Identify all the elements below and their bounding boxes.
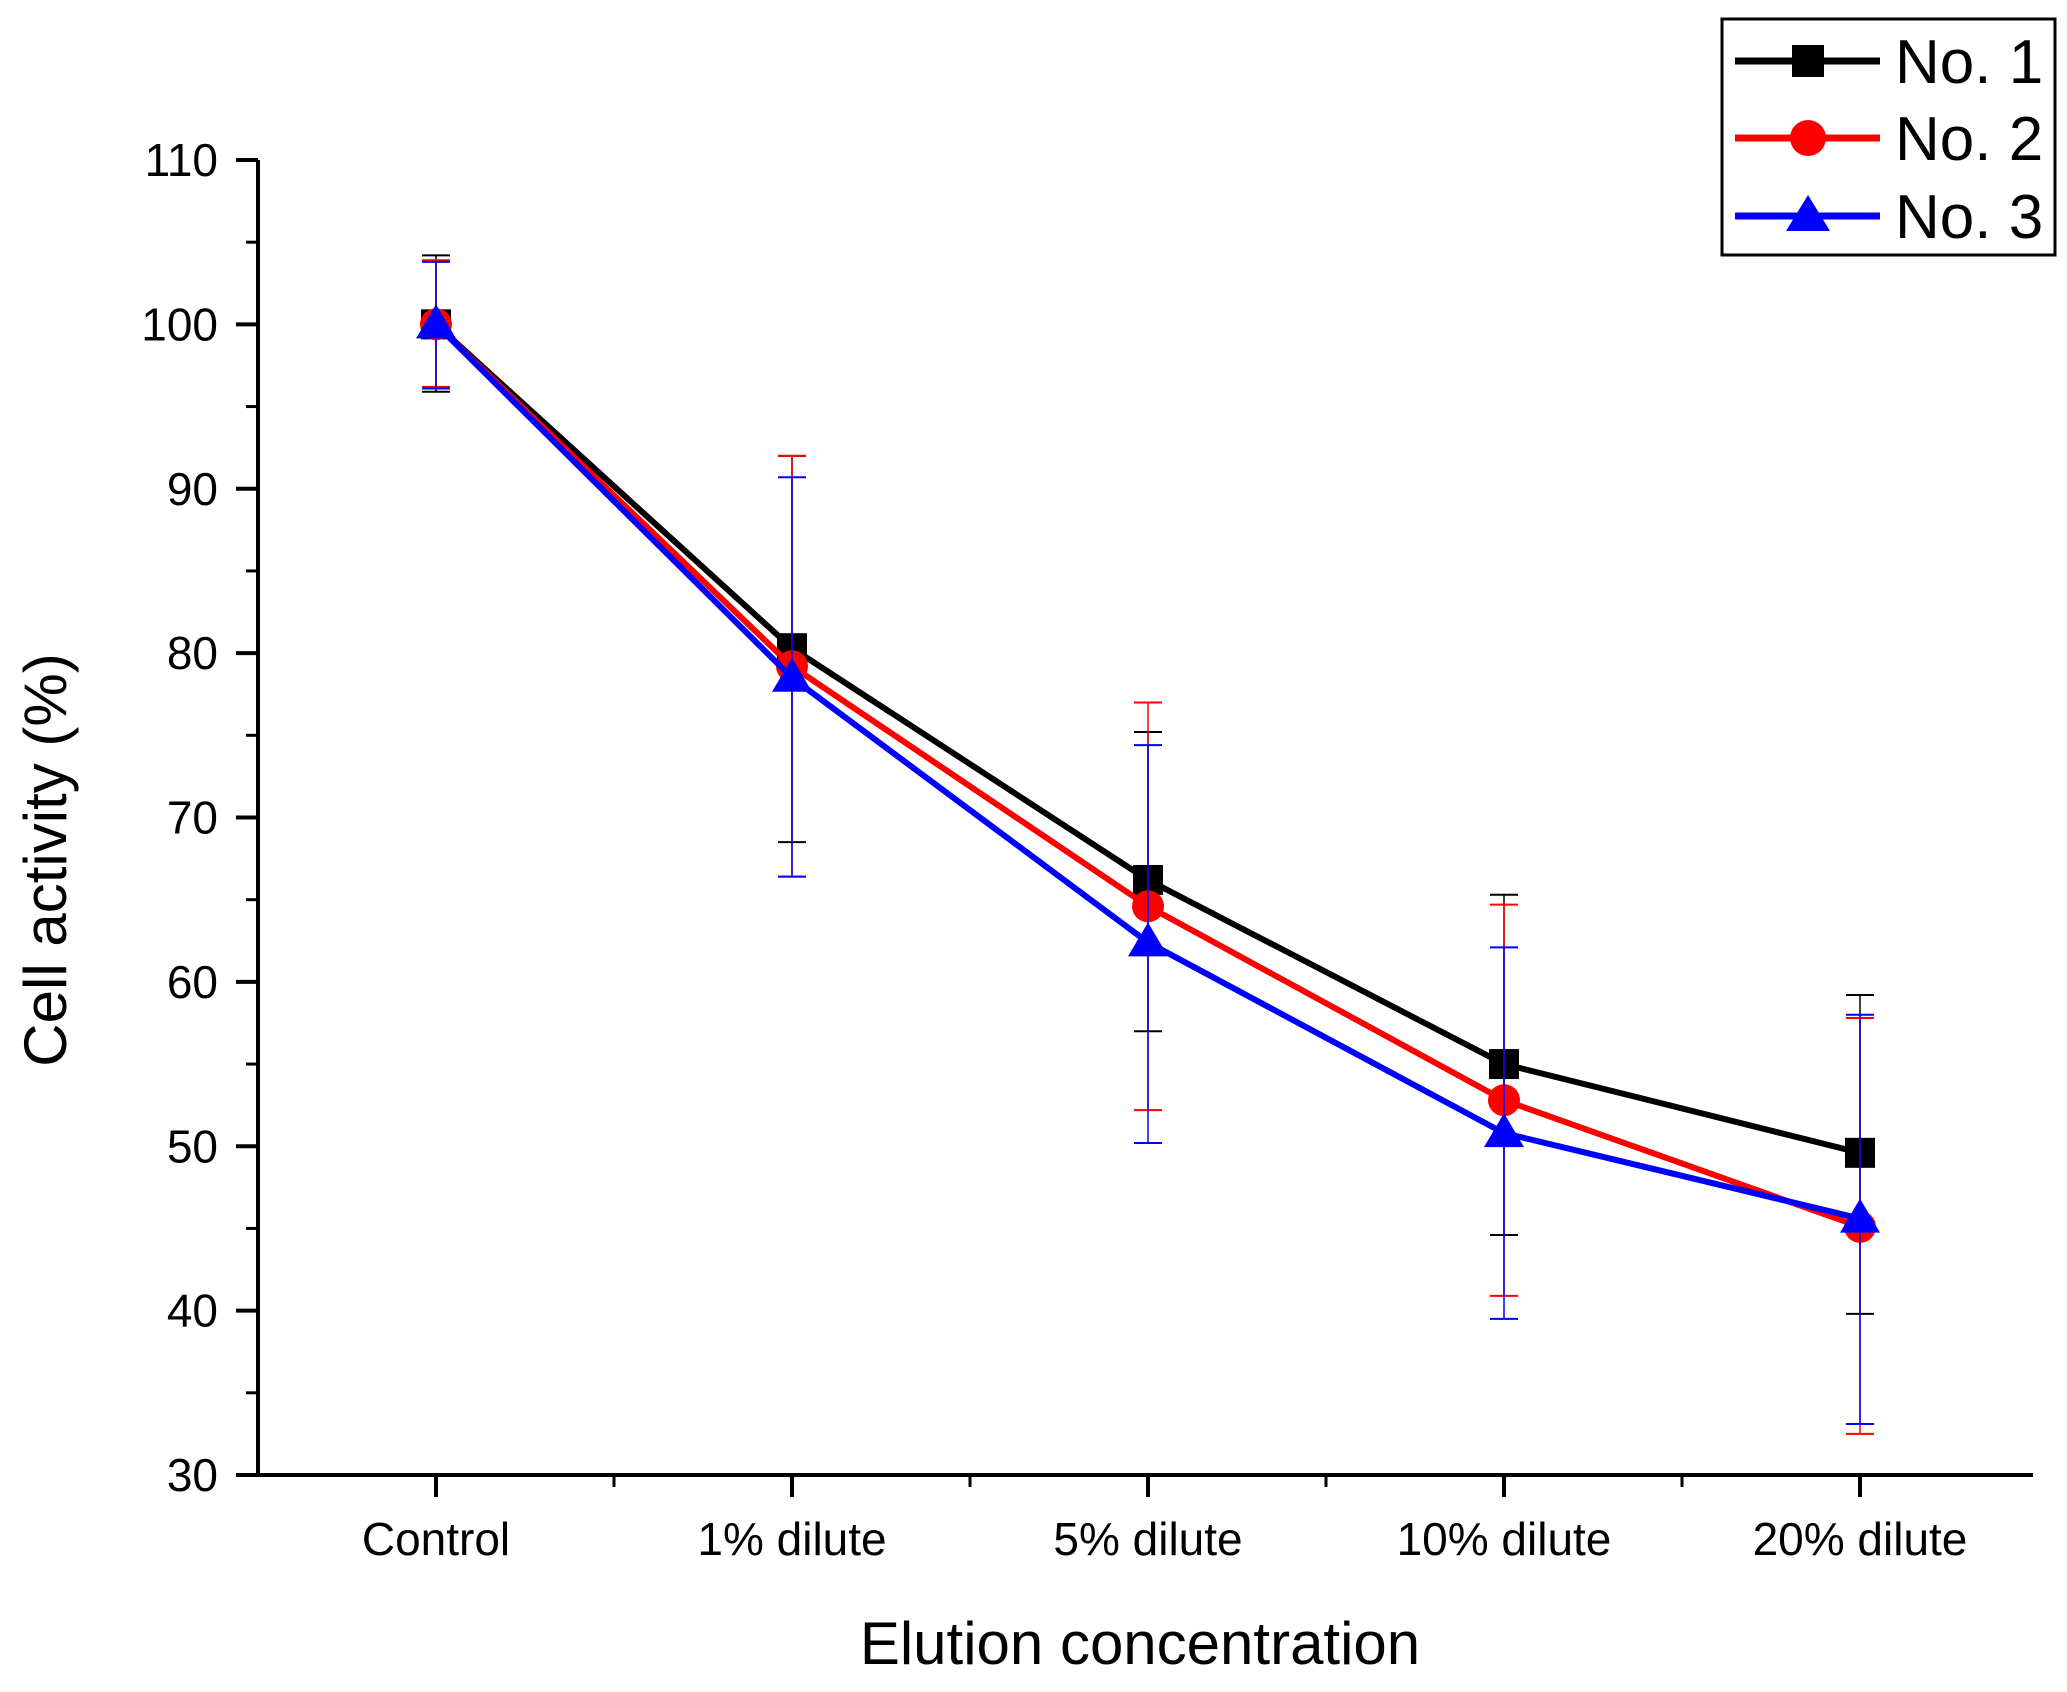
y-tick-label-100: 100 bbox=[141, 298, 218, 350]
y-tick-label-110: 110 bbox=[145, 134, 218, 186]
y-tick-label-90: 90 bbox=[167, 463, 218, 515]
legend-entry-no-1: No. 1 bbox=[1735, 28, 2043, 97]
y-axis-title: Cell activity (%) bbox=[12, 653, 79, 1066]
x-tick-label-5-dilute: 5% dilute bbox=[1053, 1513, 1242, 1565]
x-tick-label-20-dilute: 20% dilute bbox=[1753, 1513, 1968, 1565]
series-no-3 bbox=[416, 260, 1880, 1426]
data-point-no-3-control bbox=[416, 304, 456, 339]
x-axis-title: Elution concentration bbox=[860, 1610, 1420, 1677]
legend-marker-no-1 bbox=[1792, 45, 1824, 77]
legend-marker-no-3 bbox=[1786, 195, 1830, 231]
y-tick-label-40: 40 bbox=[167, 1285, 218, 1337]
legend-entry-no-2: No. 2 bbox=[1735, 105, 2043, 174]
legend-marker-no-2 bbox=[1790, 120, 1826, 156]
y-tick-label-50: 50 bbox=[167, 1120, 218, 1172]
legend-label-no-1: No. 1 bbox=[1895, 28, 2043, 97]
data-point-no-3-10-dilute bbox=[1484, 1113, 1524, 1148]
axes: 30 40 50 60 70 80 90 100 110 Control 1% dilute 5% d… bbox=[141, 134, 2033, 1565]
y-tick-label-30: 30 bbox=[167, 1449, 218, 1501]
legend: No. 1 No. 2 No. 3 bbox=[1720, 17, 2057, 257]
x-tick-label-control: Control bbox=[362, 1513, 510, 1565]
data-point-no-3-5-dilute bbox=[1128, 922, 1168, 957]
x-tick-label-10-dilute: 10% dilute bbox=[1397, 1513, 1612, 1565]
legend-label-no-3: No. 3 bbox=[1895, 183, 2043, 252]
legend-entry-no-3: No. 3 bbox=[1735, 183, 2043, 252]
y-tick-label-60: 60 bbox=[167, 956, 218, 1008]
y-tick-label-80: 80 bbox=[167, 627, 218, 679]
legend-label-no-2: No. 2 bbox=[1895, 105, 2043, 174]
data-point-no-3-1-dilute bbox=[772, 657, 812, 692]
data-point-no-3-20-dilute bbox=[1840, 1198, 1880, 1233]
y-tick-label-70: 70 bbox=[167, 792, 218, 844]
x-tick-label-1-dilute: 1% dilute bbox=[697, 1513, 886, 1565]
plot-area bbox=[416, 254, 1880, 1435]
